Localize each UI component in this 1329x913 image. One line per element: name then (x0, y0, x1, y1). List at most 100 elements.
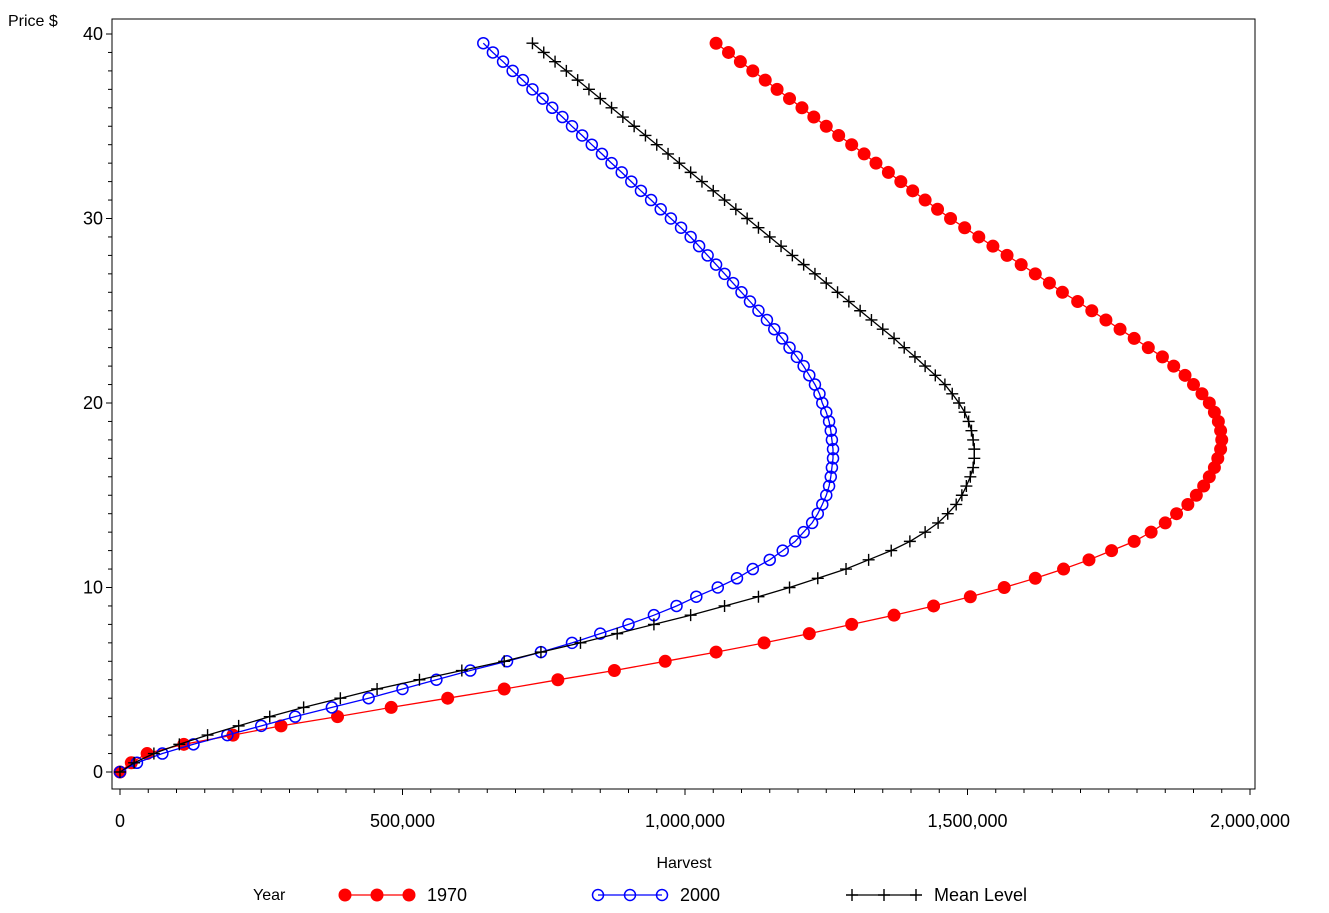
data-point (903, 535, 916, 548)
data-point (605, 101, 618, 114)
data-point (611, 627, 624, 640)
data-point (1178, 368, 1192, 382)
data-point (908, 350, 921, 363)
data-point (536, 92, 549, 105)
data-point (824, 424, 838, 437)
data-point (695, 175, 708, 188)
data-point (822, 415, 836, 428)
data-point (605, 156, 618, 170)
data-point (869, 156, 883, 170)
data-point (690, 590, 703, 603)
data-point (673, 157, 686, 170)
data-point (1028, 571, 1042, 585)
data-point (684, 230, 697, 244)
data-point (647, 618, 660, 631)
data-point (1082, 553, 1096, 567)
data-point (824, 470, 838, 484)
data-point (986, 239, 1000, 253)
data-point (822, 479, 836, 493)
data-point (803, 369, 816, 382)
data-point (556, 110, 569, 124)
data-point (545, 101, 559, 115)
data-point (187, 738, 200, 751)
data-point (730, 572, 744, 585)
data-point (575, 129, 589, 142)
data-point (718, 194, 731, 207)
data-point (1099, 313, 1113, 327)
series-layer (113, 36, 1229, 779)
data-point (816, 396, 829, 410)
data-point (1197, 479, 1211, 493)
data-point (726, 276, 740, 290)
y-axis: 0 10 20 30 40 (83, 24, 112, 782)
legend-marker (370, 888, 384, 902)
data-point (972, 230, 986, 244)
data-point (820, 277, 833, 290)
data-point (709, 645, 723, 659)
data-point (718, 267, 731, 281)
data-point (173, 738, 186, 751)
series-line (119, 42, 834, 773)
data-point (832, 128, 846, 142)
data-point (967, 433, 980, 446)
data-point (701, 249, 714, 262)
data-point (758, 73, 772, 87)
data-point (1167, 359, 1181, 373)
data-point (960, 480, 973, 493)
data-point (746, 64, 760, 78)
data-point (1105, 544, 1119, 558)
data-point (757, 636, 771, 650)
data-point (927, 599, 941, 613)
data-point (362, 691, 375, 705)
data-point (944, 212, 958, 225)
y-axis-label: Price $ (8, 13, 58, 30)
data-point (1055, 285, 1069, 299)
data-point (574, 636, 587, 649)
data-point (965, 424, 978, 437)
data-point (201, 729, 214, 742)
data-point (776, 544, 789, 557)
x-axis-label: Harvest (656, 855, 712, 872)
data-point (1144, 525, 1158, 539)
data-point (571, 74, 584, 87)
data-point (770, 82, 784, 96)
data-point (854, 304, 867, 317)
data-point (625, 175, 638, 188)
data-point (607, 664, 621, 678)
data-point (1187, 378, 1200, 392)
data-point (684, 609, 697, 622)
data-point (662, 147, 675, 160)
data-point (565, 120, 579, 133)
data-point (932, 516, 945, 529)
data-point (477, 36, 490, 50)
data-point (1202, 396, 1216, 410)
data-point (968, 443, 981, 456)
data-point (763, 230, 776, 243)
data-point (615, 166, 628, 179)
data-point (1000, 248, 1014, 262)
legend-marker (910, 889, 922, 901)
data-point (585, 138, 599, 151)
data-point (808, 378, 822, 391)
y-tick-label: 40 (83, 24, 103, 44)
data-point (950, 498, 963, 511)
data-point (654, 203, 667, 216)
data-point (775, 240, 788, 253)
data-point (743, 295, 757, 308)
data-point (898, 341, 911, 354)
data-point (711, 581, 725, 594)
data-point (628, 120, 641, 133)
data-point (820, 489, 833, 502)
data-point (763, 553, 776, 567)
plot-frame (111, 18, 1256, 790)
data-point (496, 55, 510, 68)
data-point (413, 673, 426, 686)
data-point (537, 46, 550, 59)
x-tick-label: 2,000,000 (1210, 811, 1290, 831)
data-point (371, 682, 384, 695)
data-point (862, 553, 875, 566)
data-point (802, 627, 816, 641)
data-point (888, 332, 901, 345)
data-point (807, 110, 821, 124)
data-point (506, 64, 519, 78)
